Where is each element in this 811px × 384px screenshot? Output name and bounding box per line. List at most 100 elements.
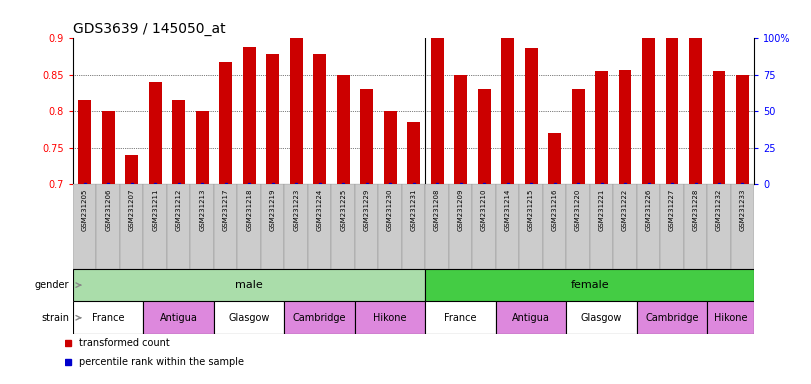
Bar	[425, 269, 754, 301]
Text: GSM231211: GSM231211	[152, 189, 158, 231]
Bar	[496, 301, 566, 334]
Bar	[355, 301, 425, 334]
Text: Cambridge: Cambridge	[646, 313, 699, 323]
Bar	[637, 184, 660, 269]
Bar	[566, 301, 637, 334]
Text: Antigua: Antigua	[160, 313, 198, 323]
Text: GSM231213: GSM231213	[200, 189, 205, 231]
Text: GSM231231: GSM231231	[410, 189, 417, 231]
Text: GSM231222: GSM231222	[622, 189, 628, 231]
Bar	[214, 301, 285, 334]
Text: GSM231217: GSM231217	[223, 189, 229, 231]
Bar	[285, 301, 355, 334]
Bar	[660, 184, 684, 269]
Text: strain: strain	[41, 313, 69, 323]
Text: GSM231224: GSM231224	[316, 189, 323, 231]
Bar	[454, 75, 467, 184]
Bar	[148, 82, 161, 184]
Bar	[73, 301, 144, 334]
Bar	[214, 184, 238, 269]
Text: GSM231215: GSM231215	[528, 189, 534, 231]
Text: GSM231227: GSM231227	[669, 189, 675, 231]
Bar	[707, 184, 731, 269]
Bar	[548, 133, 561, 184]
Bar	[431, 38, 444, 184]
Bar	[478, 89, 491, 184]
Bar	[355, 184, 379, 269]
Bar	[566, 184, 590, 269]
Bar	[684, 184, 707, 269]
Bar	[172, 101, 185, 184]
Text: GSM231229: GSM231229	[363, 189, 370, 231]
Bar	[191, 184, 214, 269]
Text: GSM231220: GSM231220	[575, 189, 581, 231]
Bar	[238, 184, 261, 269]
Text: GSM231207: GSM231207	[129, 189, 135, 231]
Bar	[472, 184, 496, 269]
Bar	[713, 71, 726, 184]
Text: GDS3639 / 145050_at: GDS3639 / 145050_at	[73, 22, 225, 36]
Bar	[407, 122, 420, 184]
Text: GSM231218: GSM231218	[247, 189, 252, 231]
Bar	[261, 184, 285, 269]
Bar	[79, 101, 91, 184]
Bar	[144, 301, 214, 334]
Text: female: female	[570, 280, 609, 290]
Text: Hikone: Hikone	[714, 313, 748, 323]
Text: GSM231233: GSM231233	[740, 189, 745, 231]
Bar	[595, 71, 608, 184]
Bar	[572, 89, 585, 184]
Bar	[501, 38, 514, 184]
Text: France: France	[444, 313, 477, 323]
Bar	[308, 184, 332, 269]
Bar	[425, 184, 448, 269]
Bar	[73, 269, 425, 301]
Bar	[101, 111, 114, 184]
Text: France: France	[92, 313, 124, 323]
Bar	[73, 184, 97, 269]
Bar	[313, 55, 326, 184]
Text: gender: gender	[34, 280, 69, 290]
Text: male: male	[235, 280, 263, 290]
Bar	[242, 47, 255, 184]
Bar	[689, 38, 702, 184]
Bar	[619, 70, 632, 184]
Text: Cambridge: Cambridge	[293, 313, 346, 323]
Bar	[285, 184, 308, 269]
Bar	[266, 55, 279, 184]
Text: percentile rank within the sample: percentile rank within the sample	[79, 357, 243, 367]
Text: GSM231205: GSM231205	[82, 189, 88, 231]
Text: transformed count: transformed count	[79, 338, 169, 348]
Bar	[120, 184, 144, 269]
Bar	[707, 301, 754, 334]
Bar	[379, 184, 402, 269]
Text: GSM231209: GSM231209	[457, 189, 464, 231]
Bar	[736, 75, 749, 184]
Bar	[642, 38, 655, 184]
Text: GSM231228: GSM231228	[693, 189, 698, 231]
Bar	[613, 184, 637, 269]
Text: GSM231210: GSM231210	[481, 189, 487, 231]
Bar	[666, 38, 679, 184]
Bar	[97, 184, 120, 269]
Text: GSM231206: GSM231206	[105, 189, 111, 231]
Bar	[425, 301, 496, 334]
Bar	[637, 301, 707, 334]
Bar	[360, 89, 373, 184]
Text: GSM231212: GSM231212	[176, 189, 182, 231]
Text: Antigua: Antigua	[512, 313, 550, 323]
Text: GSM231216: GSM231216	[551, 189, 557, 231]
Text: GSM231225: GSM231225	[340, 189, 346, 231]
Text: Glasgow: Glasgow	[581, 313, 622, 323]
Bar	[125, 155, 138, 184]
Bar	[337, 75, 350, 184]
Bar	[496, 184, 519, 269]
Bar	[144, 184, 167, 269]
Bar	[543, 184, 566, 269]
Bar	[332, 184, 355, 269]
Bar	[402, 184, 425, 269]
Text: GSM231208: GSM231208	[434, 189, 440, 231]
Bar	[290, 38, 303, 184]
Bar	[195, 111, 208, 184]
Bar	[731, 184, 754, 269]
